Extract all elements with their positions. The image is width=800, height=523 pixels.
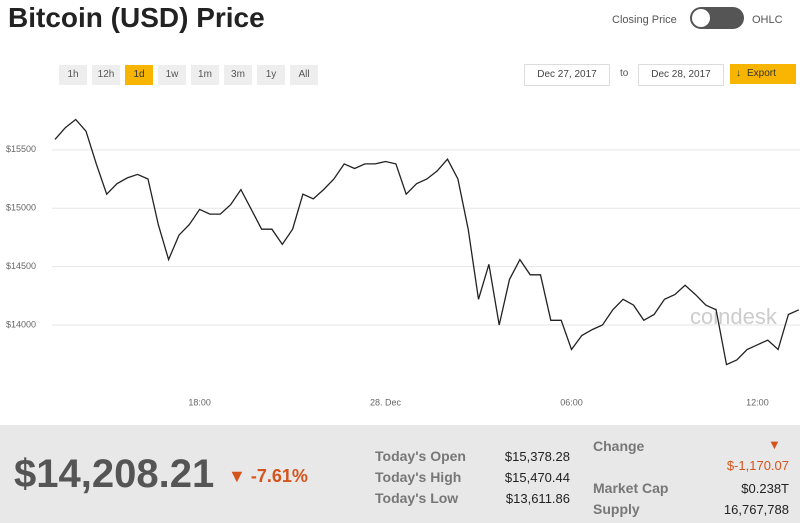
change-pct-value: -7.61%: [250, 466, 308, 486]
toggle-left[interactable]: Closing Price: [612, 14, 677, 26]
x-tick-label: 28. Dec: [370, 397, 402, 407]
range-button[interactable]: 1h: [59, 65, 87, 85]
down-arrow: ▼: [768, 437, 781, 452]
y-tick-label: $15500: [6, 144, 36, 154]
change-label: Change: [593, 438, 645, 454]
price-line: [54, 118, 800, 366]
x-tick-label: 18:00: [188, 397, 211, 407]
stat-value: $13,611.86: [505, 491, 570, 506]
market-cap: $0.238T: [741, 481, 789, 496]
change-value: $-1,170.07: [726, 458, 789, 473]
chart: $14000 $14500 $15000 $15500 coindesk 18:00 28.…: [6, 118, 800, 407]
date-sep: to: [620, 68, 629, 79]
supply-label: Supply: [593, 501, 640, 517]
stat-value: $15,378.28: [504, 449, 570, 464]
watermark: coindesk: [690, 304, 778, 329]
range-button[interactable]: All: [290, 65, 318, 85]
stat-label: Today's Low: [375, 490, 459, 506]
range-button[interactable]: 1m: [191, 65, 219, 85]
date-from[interactable]: Dec 27, 2017: [524, 64, 610, 86]
range-button[interactable]: 1d: [125, 65, 153, 85]
x-tick-label: 06:00: [560, 397, 583, 407]
price: $14,208.21: [14, 452, 215, 496]
y-tick-label: $14500: [6, 261, 36, 271]
y-tick-label: $15000: [6, 203, 36, 213]
range-button[interactable]: 1y: [257, 65, 285, 85]
y-tick-label: $14000: [6, 319, 36, 329]
export-label: Export: [747, 68, 776, 79]
market-cap-label: Market Cap: [593, 480, 669, 496]
stat-label: Today's High: [375, 469, 462, 485]
toggle[interactable]: [690, 7, 744, 29]
range-button[interactable]: 12h: [92, 65, 120, 85]
title: Bitcoin (USD) Price: [8, 2, 265, 33]
summary-panel: [0, 425, 800, 523]
supply: 16,767,788: [723, 502, 789, 517]
date-to[interactable]: Dec 28, 2017: [638, 64, 724, 86]
range-button[interactable]: 1w: [158, 65, 186, 85]
change-pct: ▼ -7.61%: [228, 466, 308, 486]
export-button[interactable]: ↓ Export: [730, 64, 796, 84]
stat-value: $15,470.44: [504, 470, 570, 485]
toggle-right[interactable]: OHLC: [752, 14, 783, 26]
x-tick-label: 12:00: [746, 397, 769, 407]
stat-label: Today's Open: [375, 448, 466, 464]
range-button[interactable]: 3m: [224, 65, 252, 85]
